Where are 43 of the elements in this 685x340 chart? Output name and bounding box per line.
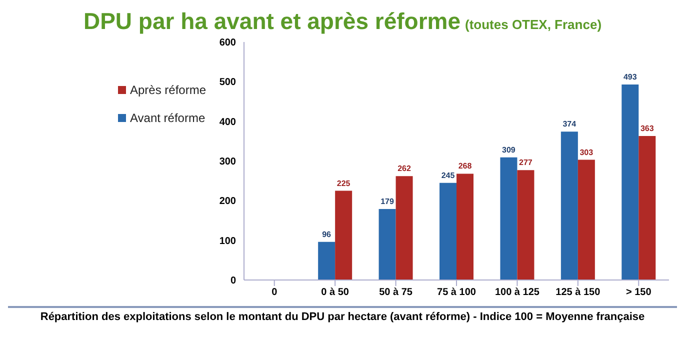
data-label: 179	[380, 196, 395, 206]
bar	[517, 170, 534, 280]
bar	[440, 182, 456, 280]
x-tick-label: 75 à 100	[437, 287, 476, 298]
y-tick-label: 500	[219, 77, 236, 88]
bar	[396, 176, 413, 280]
chart-subtitle: (toutes OTEX, France)	[465, 17, 602, 32]
y-tick-label: 0	[230, 276, 236, 287]
data-label: 493	[623, 72, 638, 82]
x-axis-title: Répartition des exploitations selon le montant du DPU par hectare (avant réforme) - Indice 100 = Moyenne française	[8, 306, 677, 323]
y-tick-label: 300	[219, 156, 236, 168]
chart-title: DPU par ha avant et après réforme	[83, 8, 461, 34]
y-tick-label: 100	[219, 236, 236, 247]
legend-label: Avant réforme	[130, 111, 206, 125]
x-tick-label: 100 à 125	[494, 287, 540, 298]
bar	[622, 84, 639, 280]
bar	[335, 190, 352, 280]
bar	[578, 160, 595, 280]
bar	[378, 208, 396, 280]
data-label: 374	[562, 120, 577, 129]
x-tick-label: > 150	[626, 287, 652, 298]
data-label: 245	[441, 170, 456, 180]
data-label: 303	[580, 148, 594, 157]
bar	[638, 136, 656, 280]
data-label: 363	[640, 124, 654, 134]
bar	[456, 174, 474, 280]
data-label: 225	[336, 178, 351, 188]
bar	[318, 242, 336, 280]
legend-label: Après réforme	[130, 83, 206, 97]
data-label: 309	[502, 145, 516, 154]
data-label: 96	[322, 230, 332, 239]
bar	[560, 132, 578, 280]
x-tick-label: 50 à 75	[379, 287, 413, 298]
x-tick-label: 0	[272, 287, 278, 298]
data-label: 277	[519, 158, 533, 168]
bar	[500, 157, 518, 280]
data-label: 268	[458, 162, 472, 171]
x-tick-label: 125 à 150	[556, 287, 601, 298]
y-tick-label: 600	[219, 38, 236, 49]
y-tick-label: 400	[219, 116, 236, 128]
data-label: 262	[398, 164, 412, 174]
x-tick-label: 0 à 50	[321, 287, 350, 298]
y-tick-label: 200	[219, 196, 236, 208]
